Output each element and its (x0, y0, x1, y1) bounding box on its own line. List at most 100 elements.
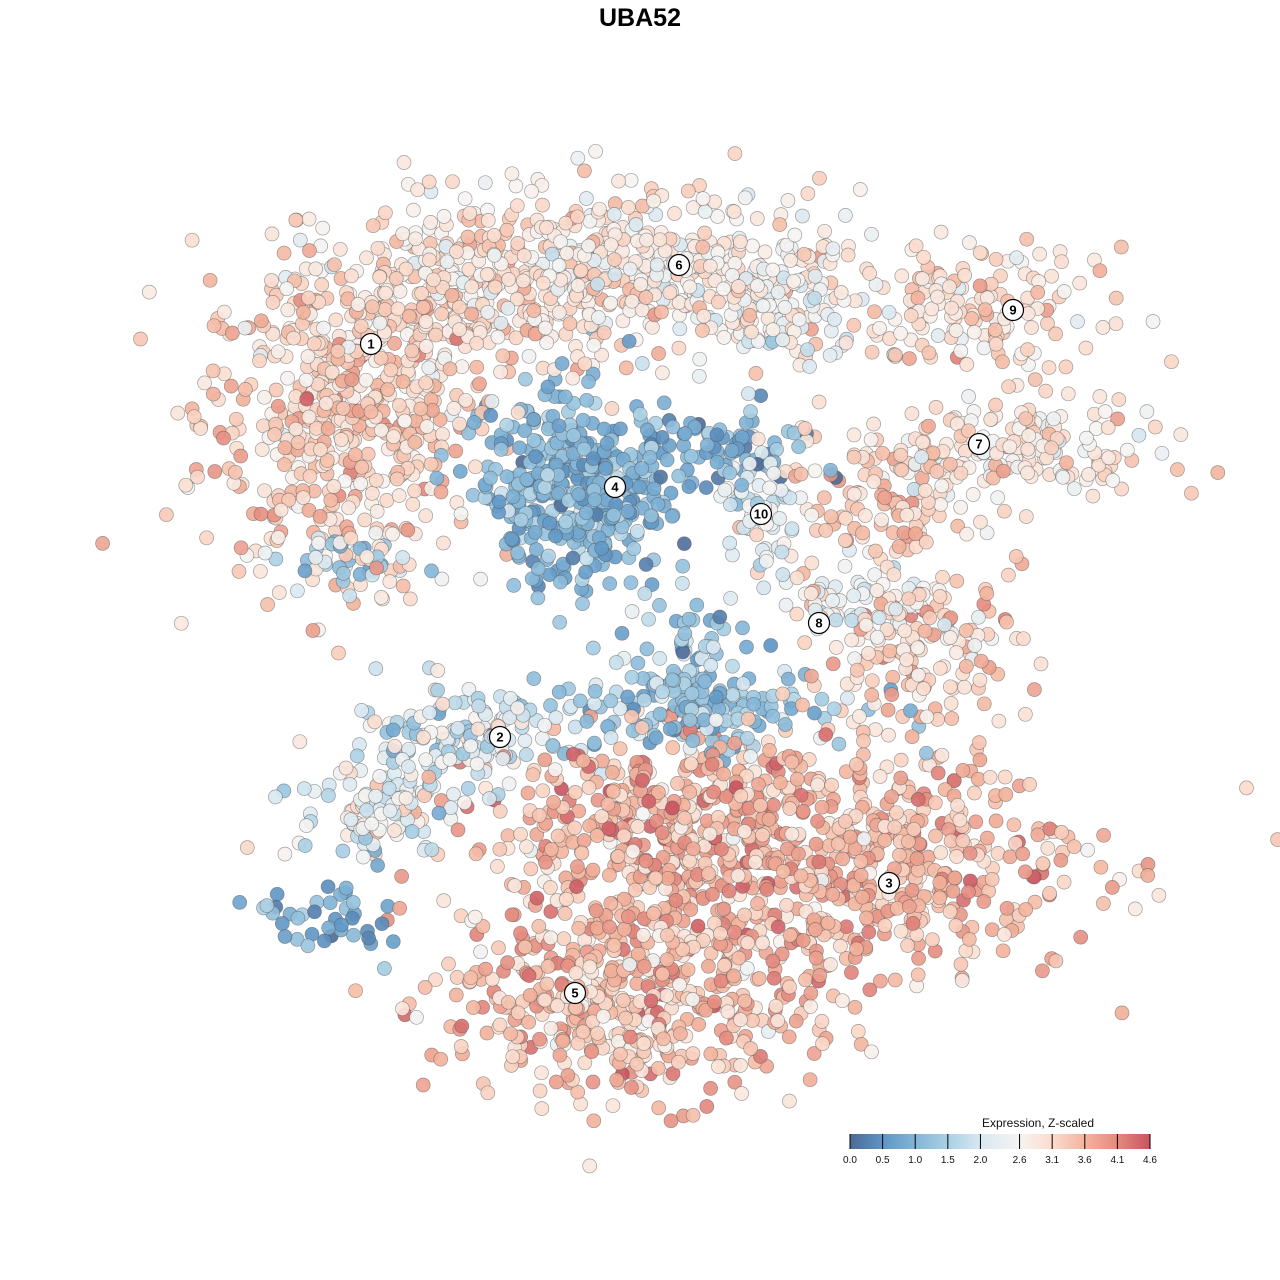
data-point-cluster-3 (601, 821, 617, 836)
data-point-cluster-2 (385, 722, 401, 738)
data-point-cluster-3 (999, 900, 1015, 916)
data-point-cluster-2 (377, 961, 392, 976)
data-point-cluster-2 (374, 916, 390, 932)
data-point-cluster-7 (942, 456, 958, 472)
data-point-cluster-1 (206, 318, 222, 334)
data-point-cluster-4 (791, 439, 806, 455)
data-point-cluster-3 (761, 812, 777, 827)
data-point-cluster-3 (1151, 887, 1167, 903)
data-point-cluster-4 (665, 419, 681, 435)
data-point-cluster-10 (725, 547, 740, 563)
data-point-cluster-1 (391, 488, 407, 503)
data-point-cluster-5 (513, 925, 528, 941)
data-point-cluster-4 (518, 371, 533, 387)
data-point-cluster-2 (840, 690, 855, 706)
data-point-cluster-9 (1044, 268, 1059, 284)
data-point-cluster-1 (277, 440, 293, 456)
data-point-cluster-8 (789, 570, 805, 586)
data-point-cluster-3 (955, 763, 971, 778)
data-point-cluster-8 (937, 617, 952, 633)
data-point-cluster-3 (793, 868, 809, 884)
data-point-cluster-3 (950, 797, 965, 813)
data-point-cluster-8 (888, 601, 904, 617)
data-point-cluster-3 (855, 889, 870, 905)
data-point-cluster-6 (586, 337, 602, 353)
data-point-cluster-7 (988, 397, 1003, 413)
data-point-cluster-3 (910, 967, 926, 983)
data-point-cluster-2 (648, 730, 664, 746)
data-point-cluster-1 (413, 401, 429, 417)
data-point-cluster-6 (461, 262, 477, 277)
data-point-cluster-6 (577, 163, 592, 179)
data-point-cluster-3 (901, 899, 917, 914)
data-point-cluster-6 (452, 322, 467, 337)
data-point-cluster-6 (716, 330, 732, 345)
data-point-cluster-1 (197, 375, 212, 391)
data-point-cluster-6 (692, 351, 708, 367)
data-point-cluster-5 (685, 1107, 701, 1123)
data-point-cluster-3 (961, 884, 976, 900)
data-point-cluster-1 (328, 312, 344, 328)
data-point-cluster-8 (958, 658, 974, 674)
data-point-cluster-7 (1085, 488, 1101, 504)
data-point-cluster-1 (238, 382, 253, 397)
data-point-cluster-3 (833, 938, 848, 954)
data-point-cluster-8 (871, 610, 887, 626)
data-point-cluster-8 (958, 623, 974, 638)
data-point-cluster-6 (795, 208, 810, 224)
data-point-cluster-3 (394, 869, 409, 884)
data-point-cluster-7 (1058, 359, 1074, 375)
legend-tick-label: 4.6 (1143, 1155, 1157, 1166)
data-point-cluster-2 (418, 752, 434, 768)
data-point-cluster-5 (523, 861, 539, 877)
data-point-cluster-8 (967, 638, 983, 653)
data-point-cluster-1 (233, 540, 249, 556)
data-point-cluster-6 (838, 335, 854, 351)
data-point-cluster-2 (469, 756, 485, 772)
data-point-cluster-1 (186, 409, 202, 425)
data-point-cluster-8 (922, 610, 938, 626)
data-point-cluster-1 (415, 300, 431, 315)
data-point-cluster-1 (490, 329, 506, 345)
data-point-cluster-6 (765, 262, 781, 278)
data-point-cluster-bridge (585, 640, 601, 656)
data-point-cluster-2 (517, 733, 533, 748)
data-point-cluster-4 (681, 479, 697, 495)
data-point-cluster-3 (877, 918, 893, 933)
data-point-cluster-bridge (624, 604, 640, 619)
data-point-cluster-2 (372, 769, 388, 784)
cluster-label-text: 6 (675, 258, 682, 273)
data-point-cluster-4 (541, 548, 556, 564)
data-point-cluster-2 (482, 791, 497, 806)
data-point-cluster-2 (587, 683, 603, 699)
data-point-cluster-4 (558, 514, 574, 530)
data-point-cluster-9 (1041, 360, 1057, 375)
data-point-cluster-3 (705, 887, 720, 902)
data-point-cluster-3 (853, 853, 869, 869)
data-point-cluster-6 (654, 304, 669, 320)
data-point-cluster-1 (396, 155, 412, 170)
data-point-cluster-5 (556, 931, 572, 947)
data-point-cluster-1 (332, 241, 348, 257)
data-point-cluster-2 (652, 706, 668, 722)
data-point-cluster-6 (695, 239, 711, 255)
data-point-cluster-5 (672, 977, 687, 993)
data-point-cluster-5 (473, 944, 488, 960)
data-point-cluster-3 (808, 836, 824, 852)
data-point-cluster-2 (545, 738, 561, 753)
data-point-cluster-3 (441, 956, 456, 972)
data-point-cluster-1 (484, 394, 500, 409)
data-point-cluster-1 (199, 530, 214, 546)
data-point-cluster-6 (796, 246, 812, 262)
legend-title: Expression, Z-scaled (982, 1116, 1094, 1130)
data-point-cluster-1 (216, 430, 231, 446)
data-point-cluster-3 (900, 938, 915, 953)
data-point-cluster-2 (424, 842, 440, 858)
data-point-cluster-3 (766, 970, 782, 986)
data-point-cluster-9 (902, 351, 917, 366)
data-point-cluster-8 (756, 580, 772, 596)
cluster-label-4: 4 (603, 475, 627, 499)
data-point-cluster-4 (578, 505, 594, 521)
data-point-cluster-8 (917, 623, 933, 639)
data-point-cluster-1 (216, 304, 232, 320)
